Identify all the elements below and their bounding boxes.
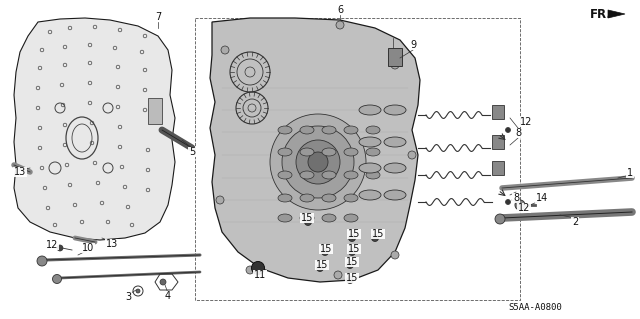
Text: 12: 12	[520, 117, 532, 127]
Ellipse shape	[300, 148, 314, 156]
Circle shape	[391, 61, 399, 69]
Polygon shape	[14, 18, 175, 240]
Text: 12: 12	[518, 203, 530, 213]
Ellipse shape	[384, 163, 406, 173]
Text: 2: 2	[572, 217, 578, 227]
Bar	[148, 98, 162, 124]
Ellipse shape	[359, 190, 381, 200]
Ellipse shape	[322, 148, 336, 156]
Circle shape	[221, 46, 229, 54]
Ellipse shape	[384, 137, 406, 147]
Ellipse shape	[359, 105, 381, 115]
Circle shape	[252, 262, 264, 275]
Circle shape	[296, 140, 340, 184]
Text: 9: 9	[410, 40, 416, 50]
Text: 14: 14	[536, 193, 548, 203]
Ellipse shape	[300, 126, 314, 134]
Ellipse shape	[366, 126, 380, 134]
Text: 11: 11	[254, 270, 266, 280]
Circle shape	[308, 152, 328, 172]
Ellipse shape	[366, 148, 380, 156]
Ellipse shape	[366, 171, 380, 179]
Circle shape	[160, 279, 166, 285]
Circle shape	[270, 114, 366, 210]
Circle shape	[506, 199, 511, 204]
Text: 4: 4	[165, 291, 171, 301]
Circle shape	[371, 234, 378, 241]
Text: 5: 5	[189, 147, 195, 157]
Ellipse shape	[300, 171, 314, 179]
Circle shape	[346, 262, 353, 269]
Circle shape	[317, 264, 323, 271]
Circle shape	[136, 289, 140, 293]
Ellipse shape	[322, 214, 336, 222]
Text: 15: 15	[346, 273, 358, 283]
Ellipse shape	[300, 194, 314, 202]
Ellipse shape	[359, 137, 381, 147]
Circle shape	[495, 214, 505, 224]
Text: 13: 13	[106, 239, 118, 249]
Text: 15: 15	[348, 229, 360, 239]
Bar	[492, 161, 504, 175]
Text: 15: 15	[316, 260, 328, 270]
Circle shape	[349, 249, 355, 256]
Circle shape	[246, 266, 254, 274]
Circle shape	[282, 126, 354, 198]
Circle shape	[408, 151, 416, 159]
Text: 1: 1	[627, 168, 633, 178]
Circle shape	[346, 277, 353, 284]
Bar	[492, 135, 504, 149]
Ellipse shape	[278, 148, 292, 156]
Text: 8: 8	[515, 128, 521, 138]
Text: 15: 15	[372, 229, 384, 239]
Ellipse shape	[278, 194, 292, 202]
Ellipse shape	[384, 105, 406, 115]
Ellipse shape	[278, 214, 292, 222]
Ellipse shape	[278, 171, 292, 179]
Text: 13: 13	[14, 167, 26, 177]
Text: 15: 15	[346, 257, 358, 267]
Circle shape	[57, 245, 63, 251]
Circle shape	[349, 234, 355, 241]
Circle shape	[334, 271, 342, 279]
Text: FR.: FR.	[590, 8, 612, 20]
Ellipse shape	[384, 190, 406, 200]
Circle shape	[216, 196, 224, 204]
Text: 3: 3	[125, 292, 131, 302]
Polygon shape	[608, 10, 625, 18]
Circle shape	[37, 256, 47, 266]
Ellipse shape	[278, 126, 292, 134]
Ellipse shape	[300, 214, 314, 222]
Text: 15: 15	[348, 244, 360, 254]
Text: 15: 15	[301, 213, 313, 223]
Text: 12: 12	[46, 240, 58, 250]
Ellipse shape	[322, 194, 336, 202]
Ellipse shape	[344, 126, 358, 134]
Text: 8: 8	[513, 193, 519, 203]
Circle shape	[391, 251, 399, 259]
Ellipse shape	[322, 126, 336, 134]
Ellipse shape	[344, 148, 358, 156]
Ellipse shape	[344, 171, 358, 179]
Text: 15: 15	[320, 244, 332, 254]
Ellipse shape	[359, 163, 381, 173]
Circle shape	[506, 128, 511, 132]
Text: 7: 7	[155, 12, 161, 22]
Polygon shape	[210, 18, 420, 282]
Text: 10: 10	[82, 243, 94, 253]
Bar	[492, 105, 504, 119]
Circle shape	[336, 21, 344, 29]
Circle shape	[515, 200, 525, 210]
Ellipse shape	[344, 214, 358, 222]
Circle shape	[52, 275, 61, 284]
Ellipse shape	[322, 171, 336, 179]
Text: 6: 6	[337, 5, 343, 15]
Circle shape	[305, 219, 312, 226]
Circle shape	[321, 249, 328, 256]
Text: S5AA-A0800: S5AA-A0800	[508, 303, 562, 313]
Ellipse shape	[344, 194, 358, 202]
Bar	[388, 48, 402, 66]
